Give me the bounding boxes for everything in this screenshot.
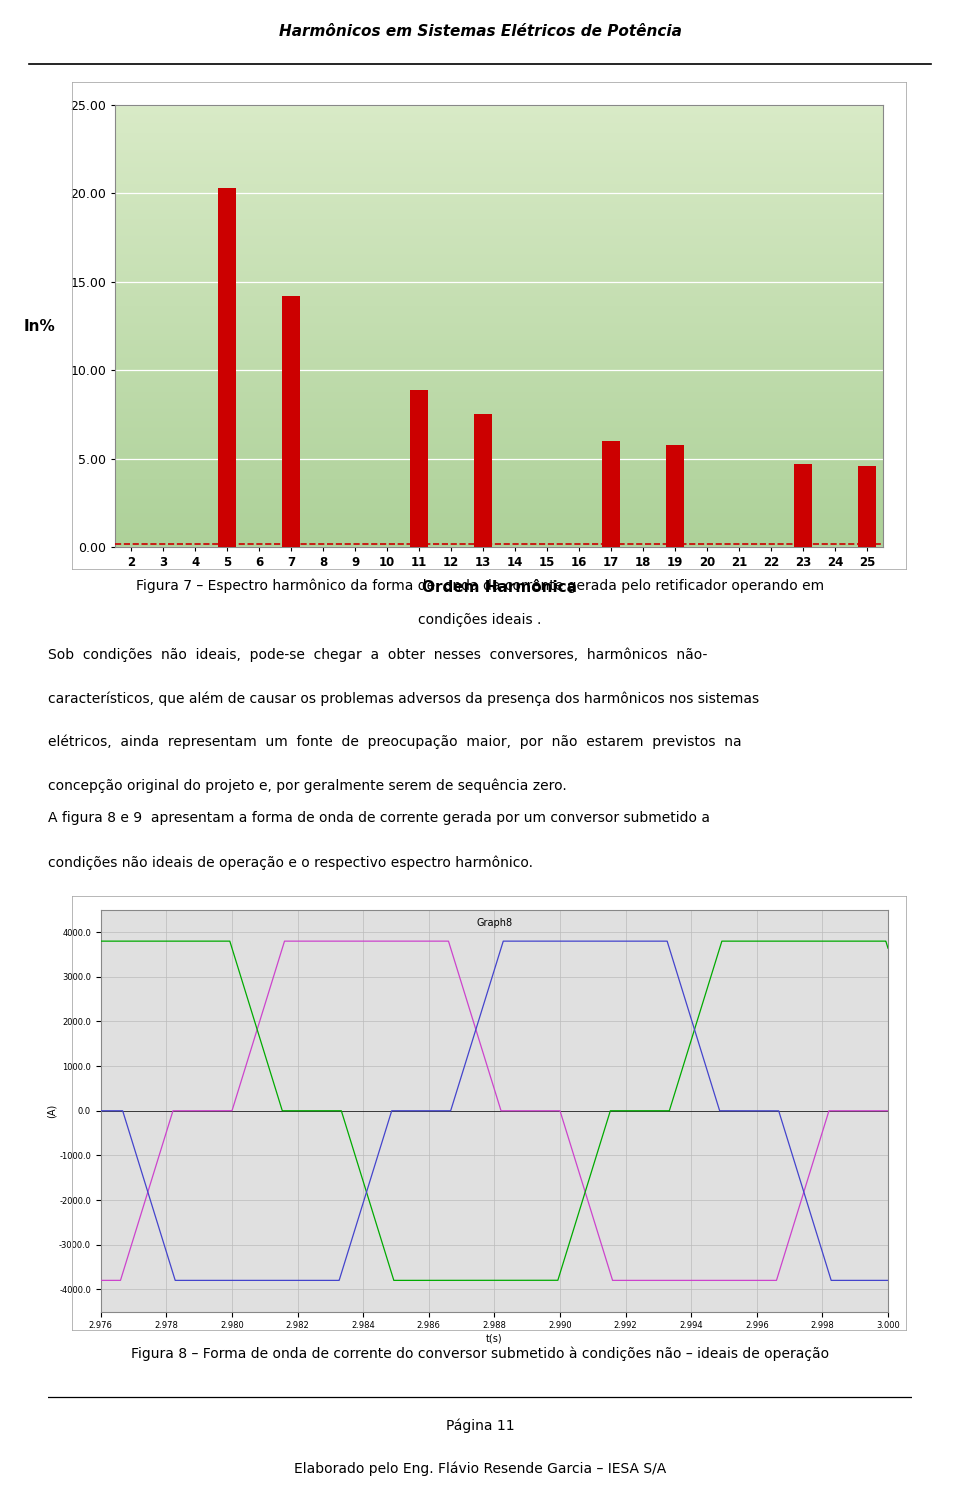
Text: condições ideais .: condições ideais .	[419, 613, 541, 627]
Text: concepção original do projeto e, por geralmente serem de sequência zero.: concepção original do projeto e, por ger…	[48, 778, 566, 793]
Text: característicos, que além de causar os problemas adversos da presença dos harmôn: característicos, que além de causar os p…	[48, 691, 759, 706]
Text: Figura 8 – Forma de onda de corrente do conversor submetido à condições não – id: Figura 8 – Forma de onda de corrente do …	[131, 1346, 829, 1361]
X-axis label: Ordem Harmônica: Ordem Harmônica	[421, 580, 577, 595]
Text: Harmônicos em Sistemas Elétricos de Potência: Harmônicos em Sistemas Elétricos de Potê…	[278, 24, 682, 39]
Text: A figura 8 e 9  apresentam a forma de onda de corrente gerada por um conversor s: A figura 8 e 9 apresentam a forma de ond…	[48, 811, 710, 824]
Text: condições não ideais de operação e o respectivo espectro harmônico.: condições não ideais de operação e o res…	[48, 856, 533, 871]
Text: Figura 7 – Espectro harmônico da forma de  onda da corrente gerada pelo retifica: Figura 7 – Espectro harmônico da forma d…	[136, 579, 824, 592]
Y-axis label: (A): (A)	[46, 1103, 57, 1118]
Bar	[858, 466, 876, 547]
Bar	[474, 415, 492, 547]
Y-axis label: In%: In%	[24, 318, 56, 334]
Text: Elaborado pelo Eng. Flávio Resende Garcia – IESA S/A: Elaborado pelo Eng. Flávio Resende Garci…	[294, 1462, 666, 1477]
Bar	[603, 441, 620, 547]
Bar	[411, 390, 428, 547]
Text: Graph8: Graph8	[476, 917, 513, 928]
Bar	[282, 295, 300, 547]
Text: Sob  condições  não  ideais,  pode-se  chegar  a  obter  nesses  conversores,  h: Sob condições não ideais, pode-se chegar…	[48, 648, 708, 663]
Bar	[666, 445, 684, 547]
Text: Página 11: Página 11	[445, 1418, 515, 1433]
Bar	[795, 465, 812, 547]
Text: elétricos,  ainda  representam  um  fonte  de  preocupação  maior,  por  não  es: elétricos, ainda representam um fonte de…	[48, 735, 742, 750]
Bar	[218, 187, 236, 547]
X-axis label: t(s): t(s)	[486, 1333, 503, 1343]
